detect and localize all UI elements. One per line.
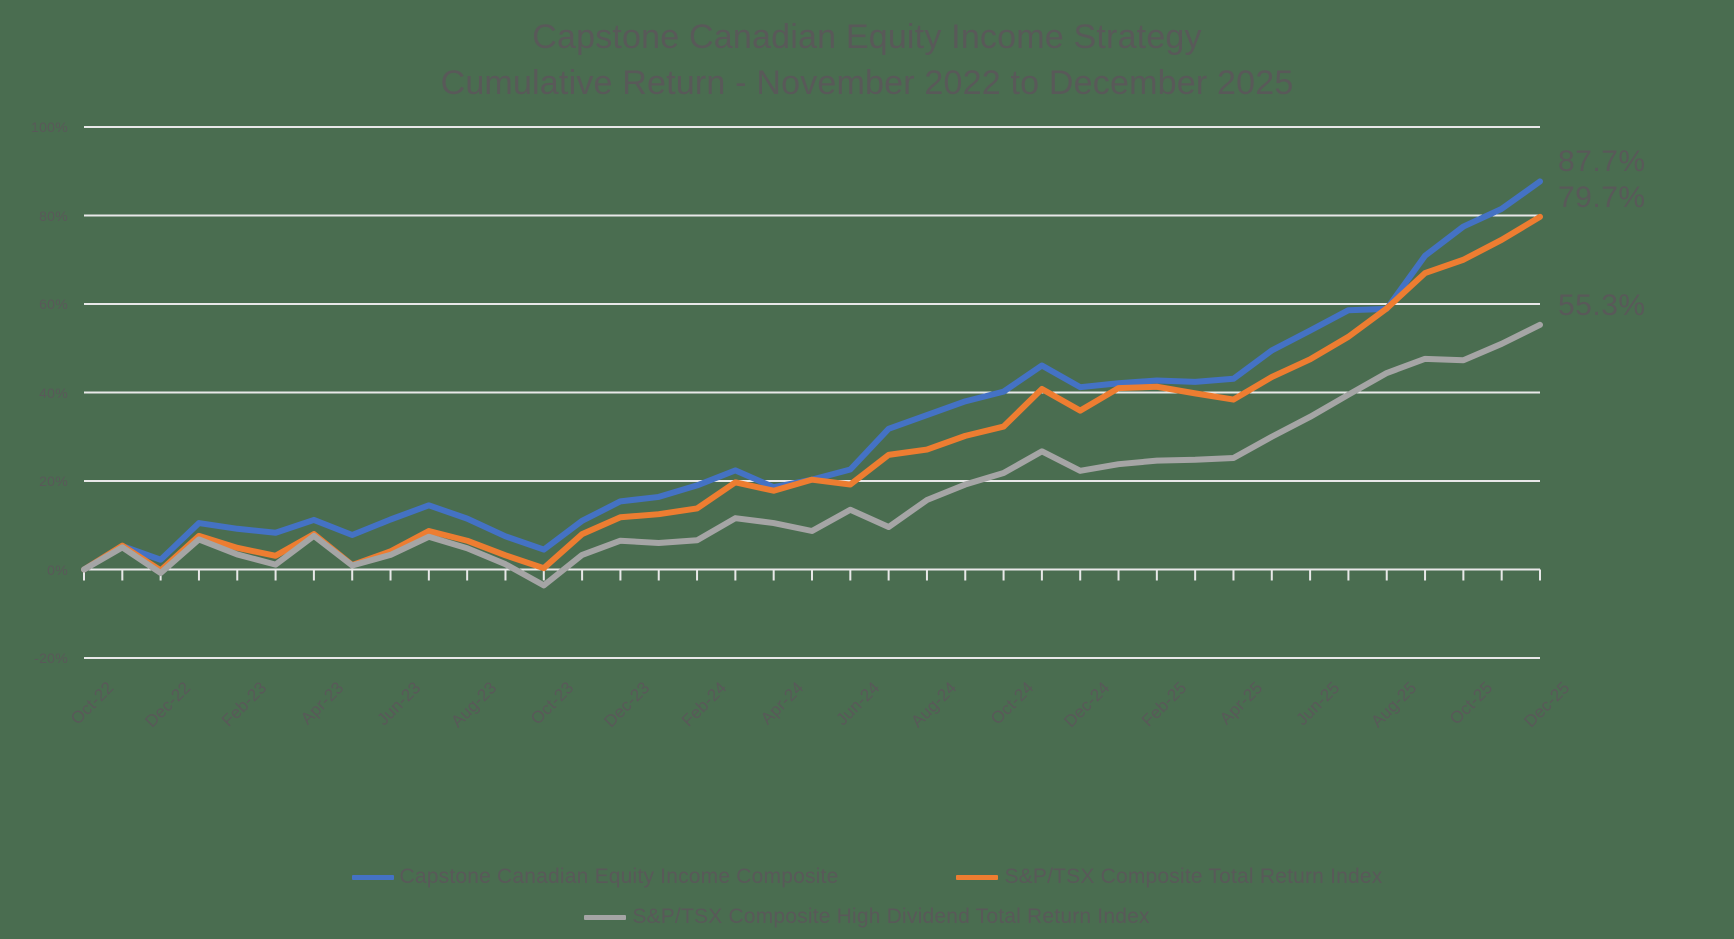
legend-row-primary: Capstone Canadian Equity Income Composit… bbox=[0, 865, 1734, 889]
series-line-2 bbox=[81, 321, 1543, 589]
legend-color-swatch bbox=[956, 874, 999, 880]
legend-item-label: Capstone Canadian Equity Income Composit… bbox=[399, 865, 839, 888]
legend-item[interactable]: Capstone Canadian Equity Income Composit… bbox=[351, 865, 839, 889]
y-axis-tick-label: -20% bbox=[34, 650, 68, 666]
series-end-label-0: 87.7% bbox=[1558, 145, 1646, 179]
legend-color-swatch bbox=[351, 874, 394, 880]
legend-item[interactable]: S&P/TSX Composite High Dividend Total Re… bbox=[584, 905, 1149, 929]
legend-row-secondary: S&P/TSX Composite High Dividend Total Re… bbox=[0, 905, 1734, 929]
y-axis-tick-label: 80% bbox=[39, 207, 68, 224]
chart-legend: Capstone Canadian Equity Income Composit… bbox=[0, 865, 1734, 929]
chart-title-block: Capstone Canadian Equity Income Strategy… bbox=[0, 14, 1734, 106]
series-end-label-1: 79.7% bbox=[1558, 180, 1646, 214]
chart-title: Capstone Canadian Equity Income Strategy bbox=[532, 18, 1202, 56]
y-axis-tick-label: 20% bbox=[39, 473, 68, 489]
legend-item-label: S&P/TSX Composite Total Return Index bbox=[1004, 865, 1383, 888]
y-axis-tick-label: 100% bbox=[30, 119, 68, 135]
series-line-0 bbox=[81, 178, 1543, 573]
legend-item-label: S&P/TSX Composite High Dividend Total Re… bbox=[632, 905, 1150, 928]
legend-color-swatch bbox=[584, 914, 627, 920]
legend-item[interactable]: S&P/TSX Composite Total Return Index bbox=[956, 865, 1382, 889]
y-axis-tick-label: 0% bbox=[47, 561, 68, 578]
y-axis-tick-label: 60% bbox=[39, 296, 68, 312]
y-axis-tick-label: 40% bbox=[39, 384, 68, 401]
chart-subtitle: Cumulative Return - November 2022 to Dec… bbox=[440, 64, 1294, 102]
series-end-label-2: 55.3% bbox=[1558, 288, 1646, 322]
series-line-1 bbox=[81, 213, 1543, 574]
